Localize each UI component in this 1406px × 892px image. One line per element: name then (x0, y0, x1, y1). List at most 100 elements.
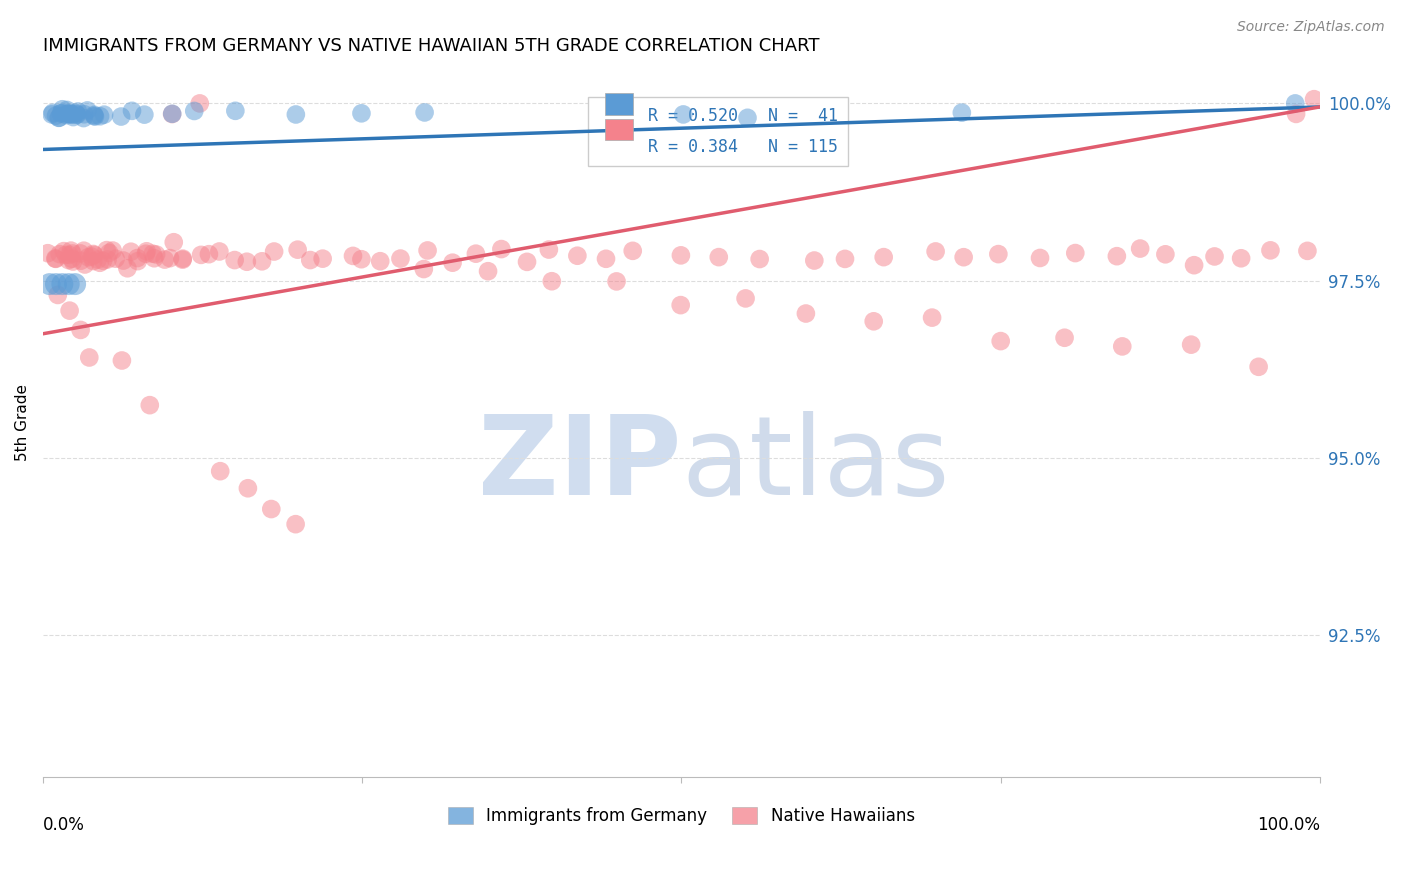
Point (66, 104, 89, 119)
Point (834, 252, 856, 266)
Point (299, 253, 322, 268)
Point (49, 106, 72, 120)
Bar (605, 94, 633, 115)
Point (862, 314, 884, 328)
Point (83, 109, 105, 123)
Point (669, 298, 692, 312)
Point (172, 252, 194, 267)
Point (1204, 250, 1226, 264)
Point (873, 250, 896, 264)
Point (98, 246, 121, 260)
Point (51, 102, 73, 116)
Point (145, 247, 167, 261)
Point (669, 248, 692, 262)
Point (441, 256, 464, 270)
Point (58, 107, 80, 121)
Point (44, 252, 66, 266)
Point (139, 398, 162, 412)
Point (737, 111, 759, 125)
Point (80, 250, 103, 264)
Point (389, 252, 412, 266)
Point (477, 264, 499, 278)
Point (342, 249, 364, 263)
Point (60, 252, 83, 266)
Point (606, 274, 628, 288)
Point (1053, 331, 1076, 345)
Point (51, 106, 73, 120)
Point (284, 107, 307, 121)
Point (707, 250, 730, 264)
Point (567, 249, 589, 263)
Text: ZIP: ZIP (478, 411, 682, 518)
Point (73, 258, 96, 272)
Point (127, 254, 149, 268)
Point (96, 243, 118, 257)
Point (1230, 252, 1253, 266)
Point (1284, 96, 1306, 111)
Point (111, 353, 134, 368)
Point (236, 481, 259, 495)
Point (1247, 359, 1270, 374)
Point (83, 248, 105, 262)
Point (224, 253, 246, 268)
Point (748, 252, 770, 266)
Text: IMMIGRANTS FROM GERMANY VS NATIVE HAWAIIAN 5TH GRADE CORRELATION CHART: IMMIGRANTS FROM GERMANY VS NATIVE HAWAII… (44, 37, 820, 55)
Point (84, 110, 107, 124)
Point (104, 252, 127, 266)
Point (491, 242, 513, 256)
Point (59, 248, 82, 262)
Point (595, 252, 617, 266)
Point (1182, 258, 1205, 272)
Point (48, 111, 70, 125)
Point (55, 108, 77, 122)
Point (89, 256, 111, 270)
Y-axis label: 5th Grade: 5th Grade (15, 384, 30, 461)
Point (153, 252, 176, 267)
Point (65, 106, 87, 120)
Point (350, 252, 373, 267)
Point (45, 277, 67, 292)
Point (79, 351, 101, 365)
Point (62, 254, 84, 268)
Point (51, 277, 73, 292)
Point (950, 105, 973, 120)
Point (416, 244, 439, 258)
Point (263, 244, 285, 259)
Point (56, 103, 79, 117)
Point (540, 274, 562, 288)
Point (62, 110, 84, 124)
Point (41, 107, 63, 121)
Point (82, 254, 104, 268)
Point (77, 250, 100, 264)
Point (1064, 246, 1087, 260)
Point (350, 106, 373, 120)
Point (73, 244, 96, 258)
Point (1154, 247, 1177, 261)
Point (160, 107, 183, 121)
Point (921, 310, 943, 325)
Point (224, 103, 246, 118)
Point (60, 108, 83, 122)
Point (135, 244, 157, 259)
Point (1260, 244, 1282, 258)
Point (46, 288, 69, 302)
Point (112, 253, 135, 268)
Point (69, 323, 91, 337)
Point (58, 277, 80, 292)
Point (803, 253, 825, 268)
Text: Source: ZipAtlas.com: Source: ZipAtlas.com (1237, 20, 1385, 34)
Point (368, 254, 391, 268)
Point (38, 277, 60, 292)
Point (59, 303, 82, 318)
Point (66, 108, 89, 122)
Point (45, 109, 67, 123)
Point (236, 254, 259, 268)
Point (87, 252, 110, 267)
Point (172, 252, 194, 266)
Point (159, 251, 181, 265)
Point (70, 253, 93, 268)
Point (183, 103, 205, 118)
Point (120, 244, 142, 259)
Point (163, 235, 186, 250)
Point (188, 96, 211, 111)
